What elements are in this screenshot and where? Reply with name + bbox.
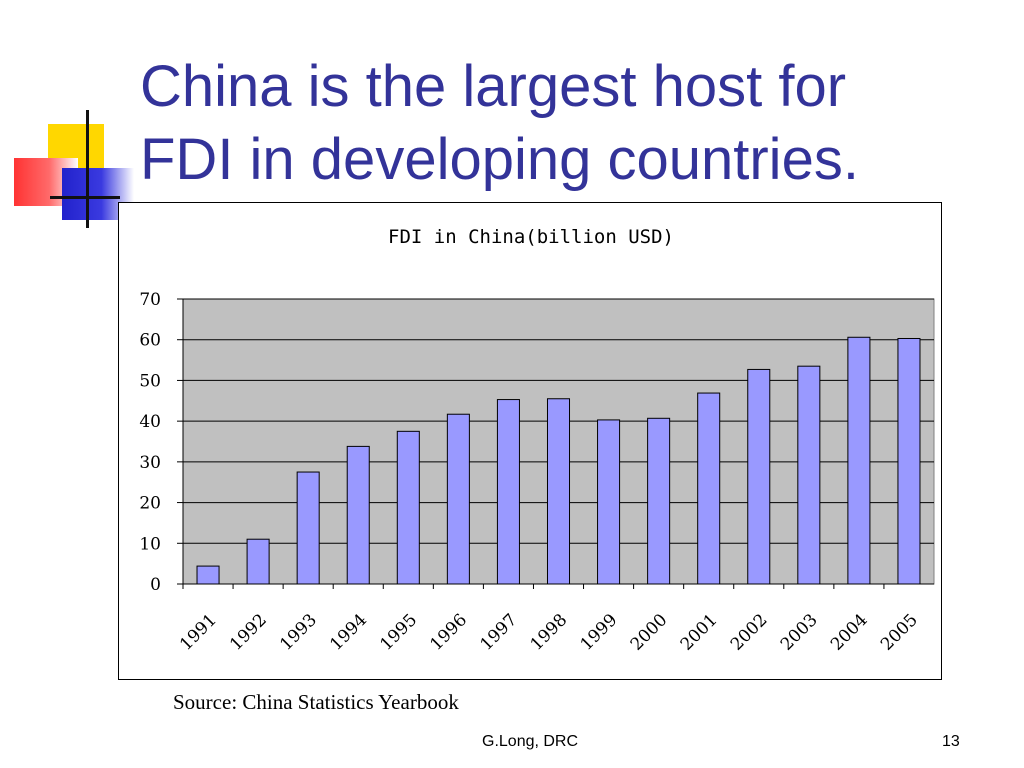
bar-1998 — [546, 398, 571, 585]
x-tick-label: 2005 — [877, 610, 922, 655]
chart-title: FDI in China(billion USD) — [388, 226, 674, 248]
y-tick-label: 50 — [139, 371, 161, 391]
bar-1997 — [496, 399, 520, 585]
fdi-bar-chart: FDI in China(billion USD) 0 10 20 30 40 50 60 7… — [139, 226, 935, 655]
bar-1995 — [396, 430, 420, 585]
x-tick-label: 1998 — [527, 610, 572, 655]
x-tick-label: 1994 — [326, 610, 371, 655]
y-tick-label: 30 — [139, 453, 161, 473]
bar-2004 — [847, 336, 871, 585]
y-tick-label: 70 — [139, 290, 161, 310]
bar-1992 — [246, 538, 270, 585]
x-tick-label: 2002 — [727, 610, 772, 655]
x-tick-label: 2004 — [827, 610, 872, 655]
x-tick-label: 1996 — [426, 610, 471, 655]
source-note: Source: China Statistics Yearbook — [173, 690, 459, 714]
x-tick-label: 2001 — [677, 610, 722, 655]
y-tick-label: 40 — [139, 412, 161, 432]
bar-2000 — [647, 417, 671, 585]
x-tick-label: 1992 — [226, 610, 271, 655]
x-tick-label: 2003 — [777, 610, 822, 655]
y-tick-label: 0 — [150, 575, 161, 595]
bar-1991 — [196, 565, 220, 585]
decor-horizontal-line — [50, 196, 120, 199]
y-tick-label: 60 — [139, 331, 161, 351]
bar-2001 — [697, 392, 721, 585]
bar-2002 — [747, 368, 771, 585]
footer-author: G.Long, DRC — [482, 733, 579, 750]
slide-title: China is the largest host for FDI in dev… — [140, 50, 1000, 196]
x-tick-label: 1995 — [376, 610, 421, 655]
y-tick-label: 20 — [139, 494, 161, 514]
chart-frame: FDI in China(billion USD) 0 10 20 30 40 50 60 7… — [118, 202, 942, 680]
bar-1996 — [446, 413, 470, 585]
bar-2005 — [897, 337, 921, 585]
bar-2003 — [797, 365, 821, 585]
slide-title-line-1: China is the largest host for — [140, 54, 847, 119]
slide-title-line-2: FDI in developing countries. — [140, 127, 859, 192]
bar-1999 — [597, 419, 621, 585]
x-tick-label: 1991 — [176, 610, 221, 655]
bar-1994 — [346, 445, 370, 585]
x-tick-label: 2000 — [627, 610, 672, 655]
y-tick-label: 10 — [139, 534, 161, 554]
x-tick-label: 1993 — [276, 610, 321, 655]
decor-vertical-line — [86, 110, 89, 228]
page-number: 13 — [942, 733, 960, 750]
x-tick-label: 1999 — [577, 610, 622, 655]
bar-1993 — [296, 471, 320, 585]
x-tick-label: 1997 — [477, 610, 522, 655]
